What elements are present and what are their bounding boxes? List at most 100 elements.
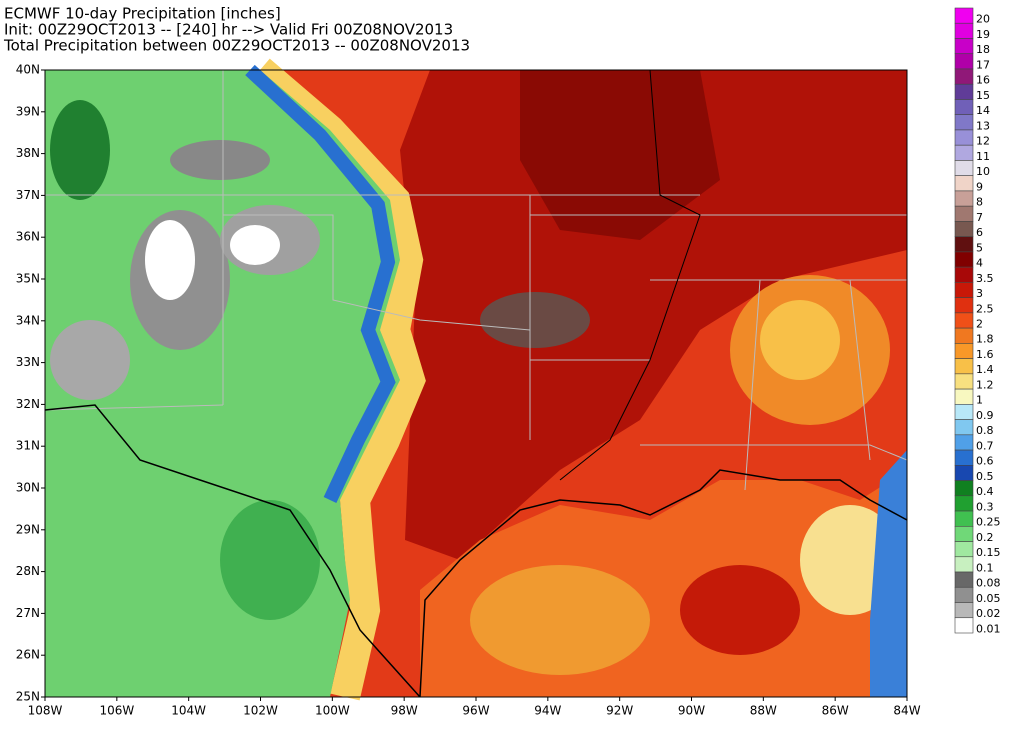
gulf-light-area [470, 565, 650, 675]
legend-label: 0.25 [976, 516, 1001, 529]
lat-label: 38N [16, 146, 40, 160]
lat-label: 40N [16, 63, 40, 77]
lat-label: 39N [16, 104, 40, 118]
legend-label: 1.4 [976, 363, 994, 376]
legend-label: 0.4 [976, 485, 994, 498]
legend-label: 9 [976, 180, 983, 193]
lat-label: 35N [16, 272, 40, 286]
legend-label: 1.2 [976, 378, 994, 391]
title-line: Total Precipitation between 00Z29OCT2013… [3, 37, 470, 55]
legend: 20 19 18 17 16 15 14 13 12 11 10 9 8 7 6 5 4 3.5 3 2.5 2 1.8 1… [954, 7, 1001, 635]
legend-label: 0.05 [976, 592, 1001, 605]
legend-swatch [954, 282, 974, 298]
border [849, 279, 871, 461]
border [223, 214, 531, 331]
coastline [419, 469, 908, 698]
lon-label: 92W [606, 704, 633, 718]
legend-swatch [954, 434, 974, 451]
title-line: Init: 00Z29OCT2013 -- [240] hr --> Valid… [4, 21, 453, 39]
legend-label: 15 [976, 89, 990, 102]
lon-label: 96W [462, 704, 489, 718]
lon-label: 86W [822, 704, 849, 718]
lon-label: 108W [28, 704, 63, 718]
green-patch [50, 100, 110, 200]
legend-swatch [954, 266, 974, 283]
legend-label: 0.02 [976, 607, 1001, 620]
lat-label: 33N [16, 355, 40, 369]
lon-label: 104W [171, 704, 206, 718]
white-patch [230, 225, 280, 265]
legend-label: 2 [976, 318, 983, 331]
legend-swatch [954, 541, 974, 558]
border-mexico [44, 404, 421, 698]
lon-label: 102W [243, 704, 278, 718]
lon-label: 84W [893, 704, 920, 718]
legend-label: 1.6 [976, 348, 994, 361]
legend-label: 5 [976, 241, 983, 254]
legend-label: 0.6 [976, 455, 994, 468]
legend-swatch [954, 205, 974, 222]
lat-label: 37N [16, 188, 40, 202]
legend-swatch [954, 571, 974, 588]
legend-label: 14 [976, 104, 990, 117]
lat-label: 26N [16, 648, 40, 662]
legend-swatch [954, 449, 974, 466]
white-patch [145, 220, 195, 300]
border [744, 279, 761, 491]
gray-patch [50, 320, 130, 400]
header: ECMWF 10-day Precipitation [inches]Init:… [3, 5, 470, 55]
legend-label: 4 [976, 257, 983, 270]
legend-swatch [954, 251, 974, 268]
legend-swatch [954, 221, 974, 237]
border [44, 404, 224, 411]
legend-swatch [954, 114, 974, 131]
legend-swatch [954, 480, 974, 497]
legend-label: 0.2 [976, 531, 994, 544]
legend-swatch [954, 602, 974, 619]
legend-swatch [954, 190, 974, 207]
legend-label: 3.5 [976, 272, 994, 285]
legend-label: 1.8 [976, 333, 994, 346]
blue-band [245, 64, 396, 503]
legend-swatch [954, 525, 974, 542]
legend-label: 12 [976, 135, 990, 148]
legend-label: 20 [976, 13, 990, 26]
legend-swatch [954, 175, 974, 192]
legend-swatch [954, 160, 974, 176]
heaviest-rain-area [520, 70, 720, 240]
legend-swatch [954, 7, 974, 24]
legend-swatch [954, 388, 974, 405]
axes: 40N 39N 38N 37N 36N 35N 34N 33N 32N 31N 30N 29N 28N 2… [16, 63, 921, 718]
map [44, 58, 908, 701]
lat-label: 34N [16, 313, 40, 327]
legend-label: 0.01 [976, 622, 1001, 635]
legend-swatch [954, 373, 974, 390]
lon-label: 98W [391, 704, 418, 718]
lat-label: 27N [16, 606, 40, 620]
legend-swatch [954, 68, 974, 85]
state-borders [44, 70, 908, 491]
lat-label: 30N [16, 481, 40, 495]
legend-label: 1 [976, 394, 983, 407]
lat-label: 36N [16, 230, 40, 244]
legend-label: 6 [976, 226, 983, 239]
legend-swatch [954, 586, 974, 603]
legend-swatch [954, 22, 974, 39]
legend-swatch [954, 297, 974, 314]
lat-label: 31N [16, 439, 40, 453]
legend-swatch [954, 144, 974, 161]
legend-label: 19 [976, 28, 990, 41]
legend-swatch [954, 83, 974, 100]
legend-label: 17 [976, 58, 990, 71]
extreme-rain-patch [480, 292, 590, 348]
legend-label: 11 [976, 150, 990, 163]
legend-swatch [954, 343, 974, 359]
legend-swatch [954, 404, 974, 420]
legend-swatch [954, 556, 974, 573]
title-line: ECMWF 10-day Precipitation [inches] [4, 5, 281, 23]
gray-patch [170, 140, 270, 180]
legend-label: 7 [976, 211, 983, 224]
legend-swatch [954, 99, 974, 116]
legend-label: 0.1 [976, 561, 994, 574]
